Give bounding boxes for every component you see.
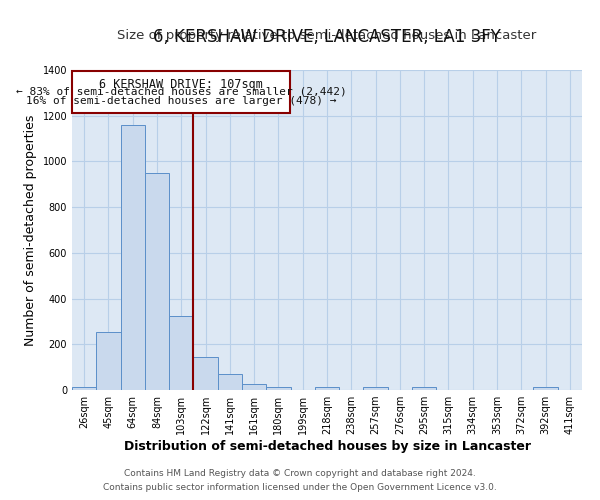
Bar [315, 388, 339, 390]
Text: 16% of semi-detached houses are larger (478) →: 16% of semi-detached houses are larger (… [26, 96, 337, 106]
Text: 6, KERSHAW DRIVE, LANCASTER, LA1 3FY: 6, KERSHAW DRIVE, LANCASTER, LA1 3FY [153, 28, 501, 46]
Text: Contains HM Land Registry data © Crown copyright and database right 2024.: Contains HM Land Registry data © Crown c… [124, 468, 476, 477]
Bar [364, 388, 388, 390]
Bar [412, 388, 436, 390]
Bar [72, 386, 96, 390]
Bar [218, 374, 242, 390]
Bar [169, 316, 193, 390]
Text: Contains public sector information licensed under the Open Government Licence v3: Contains public sector information licen… [103, 484, 497, 492]
X-axis label: Distribution of semi-detached houses by size in Lancaster: Distribution of semi-detached houses by … [124, 440, 530, 453]
Y-axis label: Number of semi-detached properties: Number of semi-detached properties [24, 114, 37, 346]
Bar [242, 384, 266, 390]
Bar [145, 173, 169, 390]
Bar [266, 386, 290, 390]
Text: ← 83% of semi-detached houses are smaller (2,442): ← 83% of semi-detached houses are smalle… [16, 86, 347, 97]
Bar [533, 388, 558, 390]
Bar [96, 332, 121, 390]
Title: Size of property relative to semi-detached houses in Lancaster: Size of property relative to semi-detach… [118, 30, 536, 43]
FancyBboxPatch shape [73, 71, 290, 114]
Bar [121, 125, 145, 390]
Text: 6 KERSHAW DRIVE: 107sqm: 6 KERSHAW DRIVE: 107sqm [100, 78, 263, 90]
Bar [193, 357, 218, 390]
